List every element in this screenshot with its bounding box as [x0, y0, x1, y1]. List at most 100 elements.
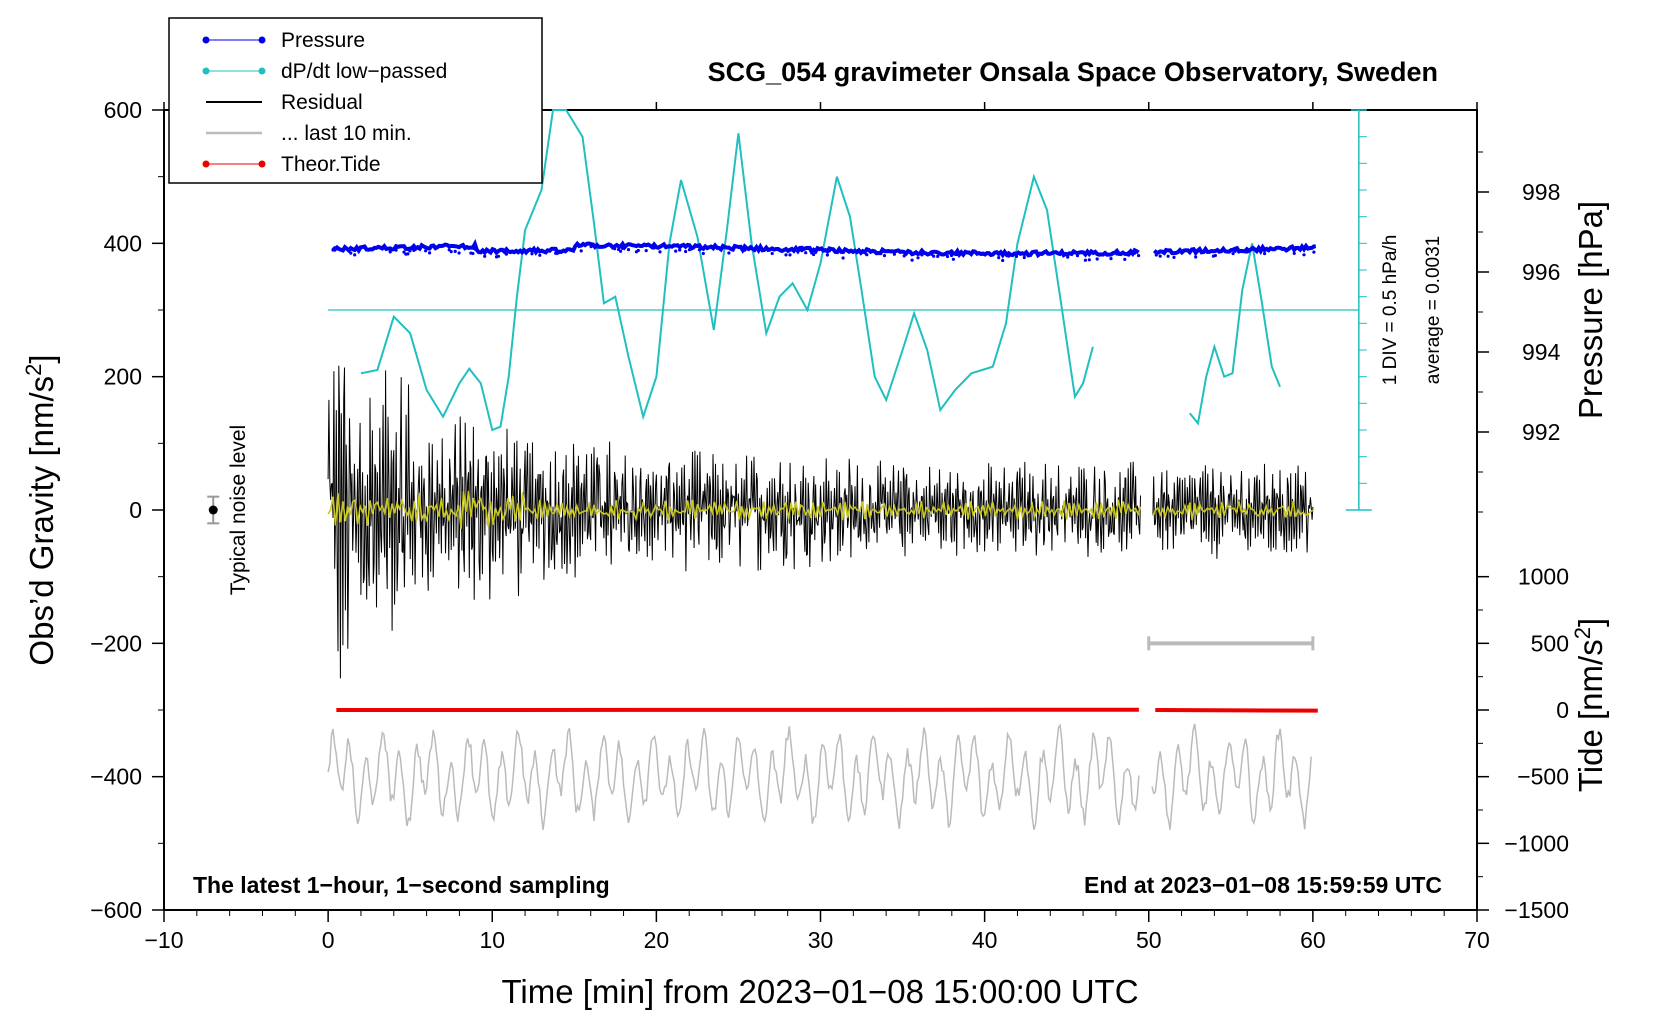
y-tick-label: −400 [90, 764, 142, 790]
pressure-point [1066, 255, 1070, 259]
residual-smoothed-line [1152, 500, 1314, 521]
y-axis-title-tide: Tide [nm/s2] [1570, 618, 1609, 792]
residual-smoothed-line [327, 490, 1142, 529]
pressure-point [1137, 254, 1141, 258]
y-tick-label: 200 [104, 364, 142, 390]
pressure-point [471, 251, 475, 256]
pressure-point [825, 253, 830, 257]
pressure-point [504, 252, 508, 256]
note-left: The latest 1−hour, 1−second sampling [193, 872, 610, 898]
pressure-tick-label: 994 [1522, 339, 1561, 365]
pressure-point [1109, 257, 1113, 261]
tide-series [336, 707, 1318, 713]
pressure-line [1152, 242, 1317, 257]
pressure-point [945, 254, 950, 259]
tide-tick-label: −500 [1517, 764, 1569, 790]
dpdt-series [328, 109, 1372, 511]
pressure-point [882, 254, 887, 258]
tide-line [1155, 708, 1318, 713]
pressure-point [1213, 253, 1217, 258]
pressure-point [538, 253, 542, 257]
y-axis-title-tide-close: ] [1572, 618, 1609, 627]
legend-label-residual: Residual [281, 91, 363, 114]
legend-marker-pressure [202, 36, 210, 44]
pressure-point [804, 251, 808, 255]
y-tick-label: 0 [129, 497, 142, 523]
x-tick-label: −10 [144, 927, 183, 953]
tide-tick-label: 1000 [1518, 564, 1569, 590]
legend-box [168, 17, 543, 184]
legend-label-tide: Theor.Tide [281, 153, 381, 176]
pressure-point [579, 249, 583, 253]
y-tick-label: −600 [90, 897, 142, 923]
y-axis-title-left-close: ] [23, 354, 60, 363]
pressure-tick-label: 992 [1522, 419, 1560, 445]
pressure-point [684, 249, 688, 254]
pressure-point [932, 254, 936, 258]
pressure-point [701, 251, 705, 256]
axis-ticks: −10 0 10 20 30 40 50 60 70 600 400 200 0 −200 −400 −600… [90, 97, 1569, 953]
tide-tick-label: 0 [1556, 697, 1569, 723]
pressure-point [406, 252, 410, 256]
x-tick-label: 10 [479, 927, 505, 953]
x-tick-label: 20 [644, 927, 670, 953]
pressure-point [457, 251, 461, 255]
x-tick-label: 70 [1464, 927, 1490, 953]
x-axis-title: Time [min] from 2023−01−08 15:00:00 UTC [501, 973, 1138, 1010]
pressure-point [636, 248, 640, 253]
pressure-point [1001, 258, 1005, 263]
dpdt-scale-label: 1 DIV = 0.5 hPa/h [1380, 235, 1401, 386]
x-tick-label: 60 [1300, 927, 1326, 953]
legend-label-pressure: Pressure [281, 29, 365, 52]
pressure-point [678, 248, 682, 252]
chart-title: SCG_054 gravimeter Onsala Space Observat… [708, 57, 1438, 87]
y-axis-title-pressure: Pressure [hPa] [1572, 201, 1609, 419]
noise-marker [208, 505, 218, 515]
pressure-point [496, 254, 501, 258]
pressure-point [1292, 251, 1296, 255]
pressure-point [1022, 255, 1026, 260]
pressure-point [626, 248, 631, 252]
pressure-series [331, 238, 1317, 263]
dpdt-line [1189, 243, 1281, 426]
legend-marker-tide [202, 160, 210, 168]
pressure-point [784, 253, 788, 257]
legend-label-dpdt: dP/dt low−passed [281, 60, 447, 83]
pressure-point [902, 254, 906, 258]
pressure-point [997, 256, 1001, 260]
pressure-point [428, 251, 432, 255]
pressure-point [841, 256, 845, 260]
y-axis-title-left: Obs’d Gravity [nm/s2] [21, 354, 60, 665]
pressure-point [453, 249, 457, 253]
pressure-point [349, 251, 353, 255]
y-tick-label: 600 [104, 97, 142, 123]
pressure-point [727, 251, 731, 255]
pressure-point [644, 249, 648, 253]
pressure-point [1172, 255, 1176, 259]
pressure-point [910, 258, 914, 262]
legend-marker-dpdt-end [258, 67, 266, 75]
note-right: End at 2023−01−08 15:59:59 UTC [1084, 872, 1442, 898]
dpdt-line [360, 109, 1094, 432]
pressure-point [916, 256, 920, 260]
legend-marker-tide-end [258, 160, 266, 168]
residual-line [1152, 463, 1314, 559]
pressure-point [1158, 254, 1162, 258]
pressure-point [1263, 252, 1267, 256]
pressure-point [1194, 255, 1198, 259]
noise-label: Typical noise level [227, 425, 250, 595]
pressure-point [1083, 258, 1087, 262]
x-tick-label: 30 [808, 927, 834, 953]
last10-line [1151, 723, 1312, 830]
pressure-point [424, 249, 428, 253]
y-axis-title-left-text: Obs’d Gravity [nm/s [23, 376, 60, 666]
legend-marker-pressure-end [258, 36, 266, 44]
pressure-point [812, 252, 816, 257]
pressure-point [1123, 257, 1127, 261]
y-axis-title-tide-text: Tide [nm/s [1572, 639, 1609, 792]
y-tick-label: −200 [90, 630, 142, 656]
pressure-point [936, 254, 940, 258]
pressure-point [402, 250, 406, 254]
y-axis-title-tide-sup: 2 [1570, 627, 1595, 639]
